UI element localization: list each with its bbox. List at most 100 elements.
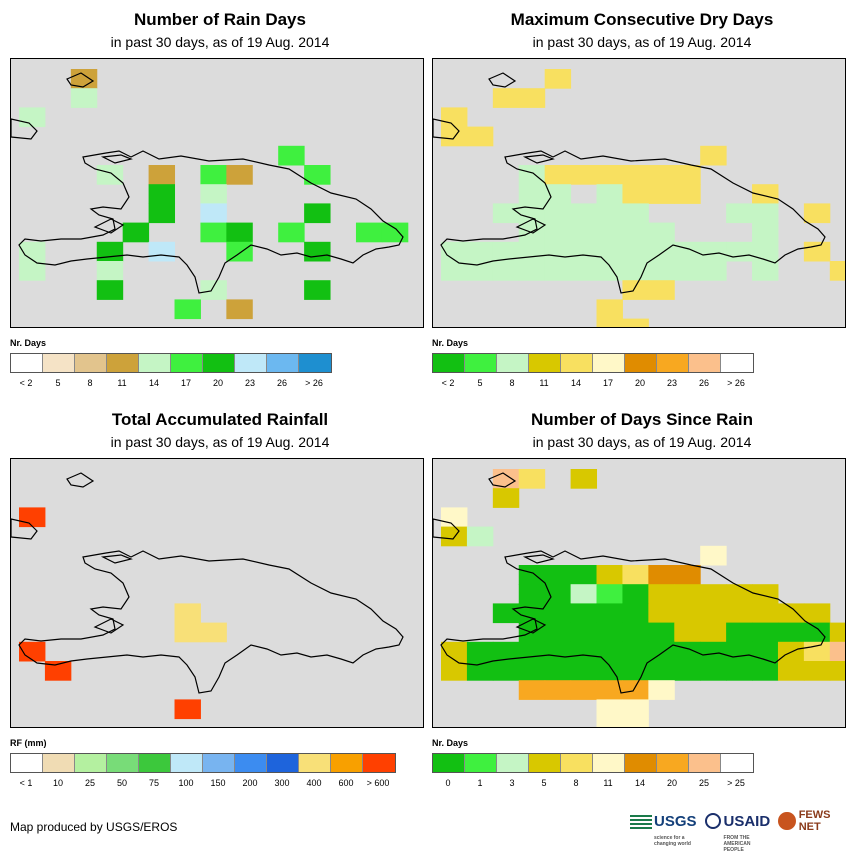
- grid-cell: [622, 603, 649, 624]
- grid-cell: [200, 280, 227, 300]
- grid-cell: [122, 222, 150, 243]
- grid-cell: [96, 280, 124, 300]
- grid-cell: [726, 603, 753, 624]
- grid-cell: [544, 261, 572, 281]
- legend-label: 1: [477, 778, 483, 788]
- legend-swatch: [593, 754, 625, 772]
- grid-cell: [829, 622, 845, 643]
- legend-swatch: [267, 754, 299, 772]
- legend-title: Nr. Days: [10, 338, 47, 348]
- grid-cell: [518, 241, 546, 262]
- map-svg: [433, 469, 845, 727]
- grid-cell: [674, 165, 701, 185]
- grid-cell: [700, 545, 727, 566]
- grid-cell: [570, 222, 598, 243]
- grid-cell: [829, 641, 845, 662]
- legend-swatch: [721, 354, 753, 372]
- grid-cell: [492, 88, 520, 108]
- coastline-outline: [11, 118, 38, 140]
- fews-logo: FEWS NET: [778, 809, 854, 833]
- grid-cell: [148, 241, 176, 262]
- grid-cell: [492, 641, 520, 662]
- panel-title: Number of Rain Days: [134, 10, 306, 29]
- grid-cell: [648, 222, 675, 243]
- grid-cell: [304, 241, 331, 262]
- grid-cell: [596, 222, 623, 243]
- island-outline: [440, 550, 826, 694]
- grid-cell: [544, 241, 572, 262]
- coastline-outline: [433, 118, 460, 140]
- grid-cell: [518, 261, 546, 281]
- grid-cell: [492, 603, 520, 624]
- grid-cell: [596, 661, 623, 681]
- legend-title: Nr. Days: [432, 738, 469, 748]
- grid-cell: [570, 469, 598, 489]
- grid-cell: [622, 641, 649, 662]
- grid-cell: [803, 203, 831, 224]
- grid-cell: [596, 165, 623, 185]
- grid-cell: [200, 184, 227, 204]
- grid-cell: [226, 222, 253, 243]
- grid-cell: [700, 641, 727, 662]
- grid-cell: [174, 603, 201, 624]
- grid-cell: [441, 261, 468, 281]
- legend-label: 14: [148, 378, 160, 388]
- grid-cell: [96, 241, 124, 262]
- grid-cell: [596, 184, 623, 204]
- legend-swatch: [267, 354, 299, 372]
- grid-cell: [492, 261, 520, 281]
- legend-bar: [432, 353, 754, 373]
- legend-swatch: [465, 354, 497, 372]
- panel-days-since-rain: Number of Days Since Rain in past 30 day…: [432, 400, 852, 810]
- grid-cell: [648, 641, 675, 662]
- grid-cell: [570, 241, 598, 262]
- grid-cell: [466, 661, 494, 681]
- coastline-outline: [433, 518, 460, 540]
- legend-swatch: [433, 754, 465, 772]
- legend-label: 400: [306, 778, 322, 788]
- legend-label: < 2: [441, 378, 455, 388]
- legend-bar: [10, 753, 396, 773]
- grid-cell: [648, 184, 675, 204]
- grid-cell: [596, 680, 623, 700]
- grid-cell: [544, 603, 572, 624]
- legend-swatch: [235, 754, 267, 772]
- grid-cell: [622, 622, 649, 643]
- grid-cell: [570, 622, 598, 643]
- grid-cell: [19, 261, 46, 281]
- legend-label: 14: [570, 378, 582, 388]
- grid-cell: [752, 222, 779, 243]
- grid-cell: [596, 622, 623, 643]
- grid-cell: [544, 165, 572, 185]
- grid-cell: [148, 165, 176, 185]
- map-days-since-rain: [432, 458, 846, 728]
- legend-swatch: [11, 754, 43, 772]
- grid-cell: [518, 641, 546, 662]
- legend-swatch: [235, 354, 267, 372]
- legend-swatch: [299, 354, 331, 372]
- grid-cell: [596, 699, 623, 720]
- legend-label: > 26: [727, 378, 745, 388]
- grid-cell: [596, 718, 623, 727]
- grid-cell: [278, 145, 305, 166]
- legend-label: 20: [212, 378, 224, 388]
- grid-cell: [726, 241, 753, 262]
- grid-cell: [596, 241, 623, 262]
- grid-cell: [622, 222, 649, 243]
- grid-cell: [226, 241, 253, 262]
- grid-cell: [200, 203, 227, 224]
- usaid-text: USAID: [723, 812, 771, 830]
- grid-cell: [441, 107, 468, 128]
- grid-cell: [622, 241, 649, 262]
- grid-cell: [622, 318, 649, 327]
- legend-label: 5: [541, 778, 547, 788]
- legend-swatch: [561, 754, 593, 772]
- grid-cell: [622, 661, 649, 681]
- grid-cell: [752, 661, 779, 681]
- usaid-logo: USAID FROM THE AMERICAN PEOPLE: [704, 812, 771, 853]
- legend-label: 75: [148, 778, 160, 788]
- grid-cell: [752, 584, 779, 604]
- grid-cell: [544, 565, 572, 585]
- grid-cell: [518, 165, 546, 185]
- grid-cell: [596, 299, 623, 320]
